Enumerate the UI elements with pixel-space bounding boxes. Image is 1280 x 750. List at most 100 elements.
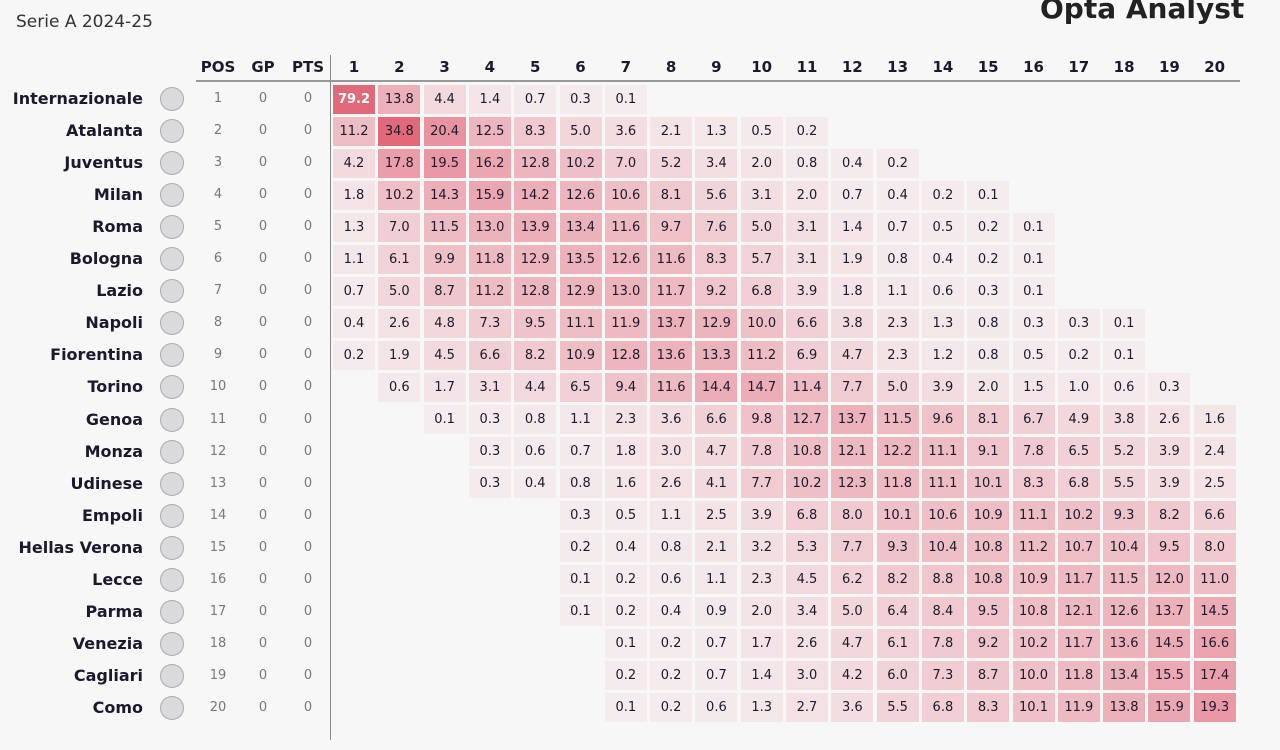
team-logo [160, 599, 184, 624]
probability-cell: 8.2 [514, 340, 557, 370]
divider [330, 55, 331, 740]
team-name: Venezia [72, 633, 143, 653]
probability-cell: 10.8 [786, 437, 828, 467]
probability-cell: 2.6 [1148, 405, 1191, 434]
probability-cell: 2.4 [1193, 437, 1236, 467]
probability-cell: 10.4 [1103, 533, 1146, 563]
team-logo [160, 567, 184, 592]
probability-cell: 3.1 [786, 244, 828, 274]
probability-cell: 13.4 [1103, 661, 1146, 691]
team-logo [160, 247, 184, 272]
column-header: POS [200, 58, 236, 76]
probability-cell: 13.7 [831, 405, 874, 434]
probability-cell: 5.0 [740, 212, 783, 242]
probability-cell: 0.2 [650, 629, 693, 659]
probability-cell: 4.5 [423, 340, 466, 370]
position-header: 8 [665, 58, 677, 76]
team-logo [160, 183, 184, 208]
team-logo [160, 471, 184, 496]
probability-cell: 1.3 [695, 116, 738, 146]
probability-cell: 0.5 [921, 212, 964, 242]
probability-cell: 3.9 [1148, 469, 1191, 499]
probability-cell: 19.3 [1193, 693, 1236, 723]
probability-cell: 10.7 [1057, 533, 1100, 563]
probability-cell: 4.7 [695, 437, 738, 467]
probability-cell: 3.9 [740, 501, 783, 531]
probability-cell: 6.2 [831, 565, 874, 595]
probability-cell: 1.6 [604, 469, 647, 499]
position-header: 20 [1204, 58, 1226, 76]
probability-cell: 0.8 [514, 405, 557, 434]
probability-cell: 0.2 [1057, 340, 1100, 370]
probability-cell: 6.7 [1012, 405, 1055, 434]
probability-cell: 6.1 [876, 629, 919, 659]
probability-cell: 0.1 [1012, 276, 1055, 306]
probability-cell: 0.8 [967, 340, 1010, 370]
probability-cell: 10.6 [921, 501, 964, 531]
stat: 0 [258, 283, 268, 299]
probability-cell: 10.2 [559, 148, 602, 178]
probability-cell: 6.6 [468, 340, 511, 370]
probability-cell: 0.2 [559, 533, 602, 563]
probability-cell: 0.8 [967, 308, 1010, 338]
probability-cell: 6.5 [1057, 437, 1100, 467]
probability-cell: 3.2 [740, 533, 783, 563]
probability-cell: 1.4 [740, 661, 783, 691]
team-name: Parma [85, 601, 143, 621]
team-logo [160, 407, 184, 432]
probability-cell: 3.9 [786, 276, 828, 306]
probability-cell: 10.8 [967, 533, 1010, 563]
probability-cell: 10.9 [1012, 565, 1055, 595]
probability-cell: 12.9 [695, 308, 738, 338]
probability-cell: 0.1 [423, 405, 466, 434]
probability-cell: 13.0 [468, 212, 511, 242]
probability-cell: 13.4 [559, 212, 602, 242]
probability-cell: 3.4 [786, 597, 828, 627]
probability-cell: 8.3 [514, 116, 557, 146]
probability-cell: 20.4 [423, 116, 466, 146]
probability-cell: 2.0 [786, 180, 828, 210]
probability-cell: 10.1 [1012, 693, 1055, 723]
probability-cell: 1.7 [740, 629, 783, 659]
probability-cell: 3.1 [468, 372, 511, 402]
probability-cell: 15.5 [1148, 661, 1191, 691]
probability-cell: 0.7 [514, 84, 557, 114]
team-name: Monza [84, 441, 143, 461]
probability-cell: 11.2 [333, 116, 375, 146]
probability-cell: 0.2 [604, 565, 647, 595]
stat: 15 [209, 539, 227, 555]
team-name: Internazionale [12, 89, 143, 108]
probability-cell: 5.0 [831, 597, 874, 627]
stat: 0 [303, 411, 313, 427]
subtitle: Serie A 2024-25 [16, 12, 153, 32]
team-name: Como [92, 697, 143, 717]
stat: 2 [213, 123, 223, 139]
team-name: Empoli [81, 505, 143, 525]
probability-cell: 12.8 [514, 276, 557, 306]
probability-cell: 2.3 [604, 405, 647, 434]
probability-cell: 16.6 [1193, 629, 1236, 659]
probability-cell: 2.7 [786, 693, 828, 723]
probability-cell: 0.3 [468, 405, 511, 434]
probability-cell: 6.8 [786, 501, 828, 531]
stat: 0 [303, 251, 313, 267]
stat: 20 [209, 699, 227, 715]
probability-cell: 19.5 [423, 148, 466, 178]
probability-cell: 0.4 [831, 148, 874, 178]
probability-cell: 7.3 [921, 661, 964, 691]
team-logo [160, 503, 184, 528]
stat: 11 [209, 411, 227, 427]
probability-cell: 9.8 [740, 405, 783, 434]
stat: 0 [303, 187, 313, 203]
probability-cell: 12.0 [1148, 565, 1191, 595]
team-name: Fiorentina [50, 345, 143, 365]
probability-cell: 7.6 [695, 212, 738, 242]
probability-cell: 14.7 [740, 372, 783, 402]
probability-cell: 1.1 [695, 565, 738, 595]
stat: 0 [258, 155, 268, 171]
probability-cell: 13.6 [650, 340, 693, 370]
probability-cell: 3.4 [695, 148, 738, 178]
probability-cell: 9.4 [604, 372, 647, 402]
probability-cell: 12.7 [786, 405, 828, 434]
team-logo [160, 215, 184, 240]
